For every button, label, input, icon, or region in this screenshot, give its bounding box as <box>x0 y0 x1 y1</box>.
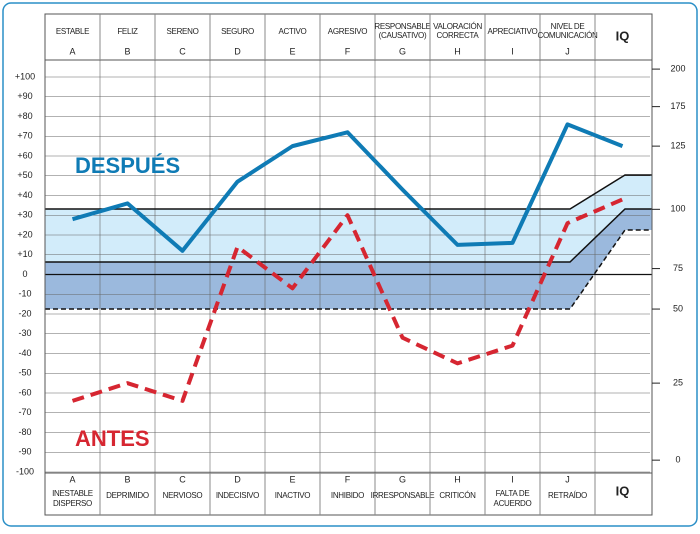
y2-tick-label: 0 <box>675 455 680 465</box>
series-label: DESPUÉS <box>75 153 180 178</box>
bottom-label: INESTABLE <box>52 489 93 498</box>
column-letter: H <box>454 46 461 56</box>
y2-tick-label: 100 <box>670 204 685 214</box>
top-label: COMUNICACIÓN <box>538 31 598 40</box>
column-letter: G <box>399 46 406 56</box>
bottom-label: RETRAÍDO <box>548 491 587 500</box>
y2-tick-label: 25 <box>673 378 683 388</box>
top-label: FELIZ <box>117 27 138 36</box>
y-tick-label: +50 <box>17 170 32 180</box>
y-tick-label: +70 <box>17 131 32 141</box>
column-letter: E <box>289 474 295 484</box>
column-letter: I <box>511 474 514 484</box>
top-label: SERENO <box>167 27 199 36</box>
y-tick-label: -70 <box>18 407 31 417</box>
y-tick-label: -40 <box>18 348 31 358</box>
column-letter: E <box>289 46 295 56</box>
y-tick-label: -10 <box>18 289 31 299</box>
bottom-label: CRITICÓN <box>439 491 476 500</box>
bottom-label: FALTA DE <box>496 489 530 498</box>
y-tick-label: +40 <box>17 190 32 200</box>
band-line <box>45 208 652 263</box>
top-label: VALORACIÓN <box>433 22 482 31</box>
y2-tick-label: 125 <box>670 141 685 151</box>
column-letter: A <box>69 46 75 56</box>
series-line <box>71 197 624 403</box>
y-tick-label: -30 <box>18 328 31 338</box>
column-letter: H <box>454 474 461 484</box>
bottom-label: ACUERDO <box>494 499 532 508</box>
y-tick-label: +100 <box>15 71 35 81</box>
band-lower <box>45 209 652 309</box>
band-line <box>45 174 652 210</box>
top-label: ACTIVO <box>279 27 307 36</box>
bottom-label: IRRESPONSABLE <box>371 491 435 500</box>
y-tick-label: +60 <box>17 150 32 160</box>
y-tick-label: -20 <box>18 308 31 318</box>
column-letter: J <box>565 474 570 484</box>
top-label: SEGURO <box>221 27 254 36</box>
y2-tick-label: 50 <box>673 303 683 313</box>
top-label: APRECIATIVO <box>488 27 538 36</box>
column-letter: J <box>565 46 570 56</box>
top-label: AGRESIVO <box>328 27 367 36</box>
series-line <box>71 122 624 253</box>
column-letter: C <box>179 46 186 56</box>
y-tick-label: +30 <box>17 210 32 220</box>
bottom-label: INDECISIVO <box>216 491 259 500</box>
y-tick-label: +20 <box>17 229 32 239</box>
column-letter: G <box>399 474 406 484</box>
top-label: NIVEL DE <box>551 22 585 31</box>
series-label: ANTES <box>75 426 150 451</box>
y-tick-label: +90 <box>17 91 32 101</box>
y-tick-label: -80 <box>18 427 31 437</box>
band-lines <box>45 174 652 310</box>
y2-tick-label: 200 <box>670 63 685 73</box>
column-letter: C <box>179 474 186 484</box>
y2-tick-label: 175 <box>670 101 685 111</box>
bottom-label: DEPRIMIDO <box>106 491 149 500</box>
y-tick-label: 0 <box>22 269 27 279</box>
bottom-label: DISPERSO <box>53 499 92 508</box>
plot-border <box>44 13 653 516</box>
bottom-label: INHIBIDO <box>331 491 364 500</box>
column-label: IQ <box>616 28 630 43</box>
y-tick-label: -60 <box>18 387 31 397</box>
y-tick-label: -100 <box>16 466 34 476</box>
column-letter: I <box>511 46 514 56</box>
top-label: RESPONSABLE <box>374 22 430 31</box>
top-label: CORRECTA <box>437 31 480 40</box>
y-tick-label: -90 <box>18 447 31 457</box>
column-letter: F <box>345 474 351 484</box>
column-letter: D <box>234 474 241 484</box>
top-label: ESTABLE <box>56 27 89 36</box>
y-tick-label: -50 <box>18 368 31 378</box>
y-tick-label: +80 <box>17 111 32 121</box>
column-letter: F <box>345 46 351 56</box>
top-label: (CAUSATIVO) <box>379 31 427 40</box>
column-letter: A <box>69 474 75 484</box>
column-letter: B <box>124 474 130 484</box>
column-letter: D <box>234 46 241 56</box>
bottom-label: INACTIVO <box>275 491 310 500</box>
column-label: IQ <box>616 483 630 498</box>
bottom-label: NERVIOSO <box>163 491 203 500</box>
column-letter: B <box>124 46 130 56</box>
band-line <box>45 229 652 310</box>
y2-tick-label: 75 <box>673 263 683 273</box>
y-tick-label: +10 <box>17 249 32 259</box>
